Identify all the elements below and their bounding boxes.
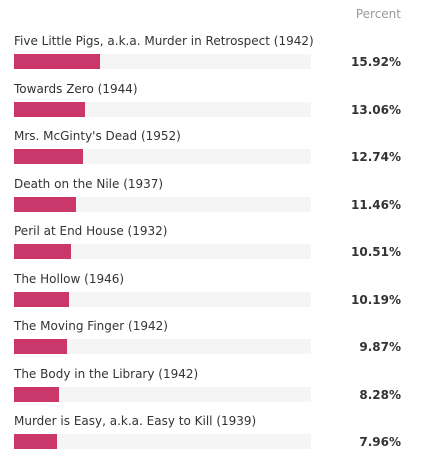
result-row: The Hollow (1946) 10.19% <box>0 272 423 320</box>
result-bar-fill <box>14 149 83 164</box>
result-label: Mrs. McGinty's Dead (1952) <box>14 129 181 143</box>
result-percent: 15.92% <box>351 55 401 69</box>
results-list: Five Little Pigs, a.k.a. Murder in Retro… <box>0 34 423 462</box>
result-bar-fill <box>14 244 71 259</box>
percent-column-header: Percent <box>355 7 401 21</box>
result-label: Towards Zero (1944) <box>14 81 138 96</box>
result-bar-track <box>14 196 311 212</box>
result-label: The Body in the Library (1942) <box>14 366 199 381</box>
result-label: The Moving Finger (1942) <box>14 319 168 333</box>
result-percent: 8.28% <box>359 387 401 402</box>
result-bar-track <box>14 434 311 449</box>
result-bar-fill <box>14 291 70 307</box>
result-row: Death on the Nile (1937) 11.46% <box>0 177 423 225</box>
result-label: Death on the Nile (1937) <box>14 176 164 191</box>
result-label: Peril at End House (1932) <box>14 224 168 238</box>
result-percent: 7.96% <box>359 435 401 449</box>
result-row: Towards Zero (1944) 13.06% <box>0 82 423 130</box>
result-row: Peril at End House (1932) 10.51% <box>0 224 423 272</box>
result-row: The Body in the Library (1942) 8.28% <box>0 367 423 415</box>
result-percent: 10.51% <box>351 245 401 259</box>
result-label: The Hollow (1946) <box>14 271 125 286</box>
result-label: Murder is Easy, a.k.a. Easy to Kill (193… <box>14 414 257 428</box>
result-percent: 12.74% <box>351 150 401 164</box>
result-bar-fill <box>14 196 76 212</box>
result-row: Murder is Easy, a.k.a. Easy to Kill (193… <box>0 414 423 462</box>
result-bar-track <box>14 54 311 69</box>
result-percent: 10.19% <box>351 292 401 307</box>
result-bar-track <box>14 339 311 354</box>
result-row: The Moving Finger (1942) 9.87% <box>0 319 423 367</box>
result-label: Five Little Pigs, a.k.a. Murder in Retro… <box>14 34 314 48</box>
result-percent: 9.87% <box>359 340 401 354</box>
result-bar-fill <box>14 386 59 402</box>
result-bar-fill <box>14 434 57 449</box>
result-bar-track <box>14 386 311 402</box>
result-row: Mrs. McGinty's Dead (1952) 12.74% <box>0 129 423 177</box>
result-percent: 13.06% <box>351 102 401 117</box>
result-bar-fill <box>14 339 68 354</box>
result-bar-fill <box>14 54 100 69</box>
result-bar-track <box>14 244 311 259</box>
result-bar-fill <box>14 101 85 117</box>
result-row: Five Little Pigs, a.k.a. Murder in Retro… <box>0 34 423 82</box>
result-bar-track <box>14 291 311 307</box>
result-percent: 11.46% <box>351 197 401 212</box>
result-bar-track <box>14 149 311 164</box>
result-bar-track <box>14 101 311 117</box>
